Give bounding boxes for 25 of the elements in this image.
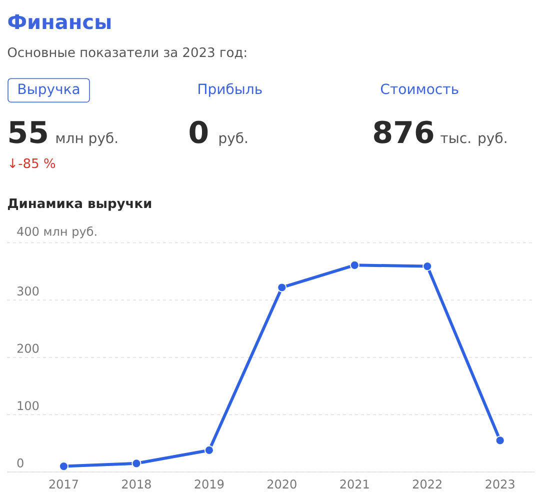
text: 876 — [374, 120, 434, 144]
text: 55 — [10, 121, 47, 144]
chart-title: Динамика выручки — [8, 198, 152, 211]
x-tick-label: 2020 — [268, 480, 296, 489]
text: 0 — [190, 120, 208, 144]
y-tick-label: 400 млн руб. — [17, 226, 96, 238]
x-tick-label: 2017 — [49, 480, 78, 489]
text: Прибыль — [198, 83, 262, 97]
y-tick-label: 300 — [17, 286, 39, 296]
text: Финансы — [8, 14, 111, 30]
text: ↓-85 % — [10, 158, 56, 168]
x-tick-label: 2021 — [340, 480, 369, 489]
text: тыс. руб. — [440, 132, 506, 146]
text: руб. — [219, 132, 247, 146]
y-tick-label: 0 — [17, 458, 24, 468]
x-tick-label: 2022 — [412, 480, 442, 489]
x-tick-label: 2018 — [122, 480, 151, 489]
text: Стоимость — [380, 84, 458, 94]
y-tick-label: 100 — [18, 401, 39, 410]
text: Выручка — [18, 84, 80, 97]
x-tick-label: 2023 — [486, 480, 514, 489]
text: Основные показатели за 2023 год: — [8, 47, 246, 59]
x-tick-label: 2019 — [194, 480, 224, 489]
y-tick-label: 200 — [17, 344, 39, 353]
text: млн руб. — [56, 132, 118, 146]
